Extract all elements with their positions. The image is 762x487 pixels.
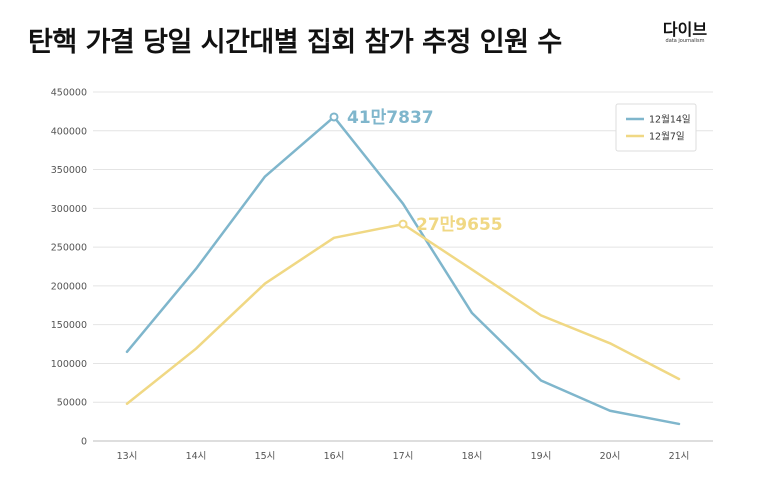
series-lines xyxy=(125,115,681,426)
x-tick-label: 15시 xyxy=(255,451,276,462)
chart-title: 탄핵 가결 당일 시간대별 집회 참가 추정 인원 수 xyxy=(28,27,562,58)
series-line-1 xyxy=(125,115,681,426)
grid-lines xyxy=(93,91,713,442)
legend-label: 12월14일 xyxy=(649,114,691,126)
legend-label: 12월7일 xyxy=(649,131,685,143)
y-tick-label: 300000 xyxy=(51,204,87,215)
peak-annotation: 27만9655 xyxy=(416,215,503,235)
peak-point xyxy=(398,219,408,229)
x-tick-label: 16시 xyxy=(324,451,345,462)
x-tick-label: 18시 xyxy=(462,451,483,462)
brand-name: 다이브 xyxy=(662,20,708,39)
legend-box xyxy=(615,103,697,152)
peak-annotation: 41만7837 xyxy=(347,108,434,128)
y-tick-label: 100000 xyxy=(51,359,87,370)
y-axis: 0 50000 100000 150000 200000 250000 300000 3500… xyxy=(51,88,87,448)
y-tick-label: 450000 xyxy=(51,88,87,99)
brand-subtitle: data journalism xyxy=(665,38,705,44)
x-tick-label: 19시 xyxy=(531,451,552,462)
x-tick-label: 20시 xyxy=(600,451,621,462)
y-tick-label: 50000 xyxy=(57,398,87,409)
y-tick-label: 150000 xyxy=(51,320,87,331)
x-axis: 13시 14시 15시 16시 17시 18시 19시 20시 21시 xyxy=(117,451,690,462)
annotations: 41만7837 27만9655 xyxy=(329,108,503,235)
x-tick-label: 14시 xyxy=(186,451,207,462)
y-tick-label: 200000 xyxy=(51,281,87,292)
x-tick-label: 13시 xyxy=(117,451,138,462)
y-tick-label: 400000 xyxy=(51,126,87,137)
x-tick-label: 21시 xyxy=(669,451,690,462)
x-tick-label: 17시 xyxy=(393,451,414,462)
brand-logo: 다이브 data journalism xyxy=(655,22,715,45)
y-tick-label: 350000 xyxy=(51,165,87,176)
y-tick-label: 0 xyxy=(81,437,87,448)
peak-point xyxy=(329,112,339,122)
legend: 12월14일 12월7일 xyxy=(615,103,697,152)
y-tick-label: 250000 xyxy=(51,243,87,254)
